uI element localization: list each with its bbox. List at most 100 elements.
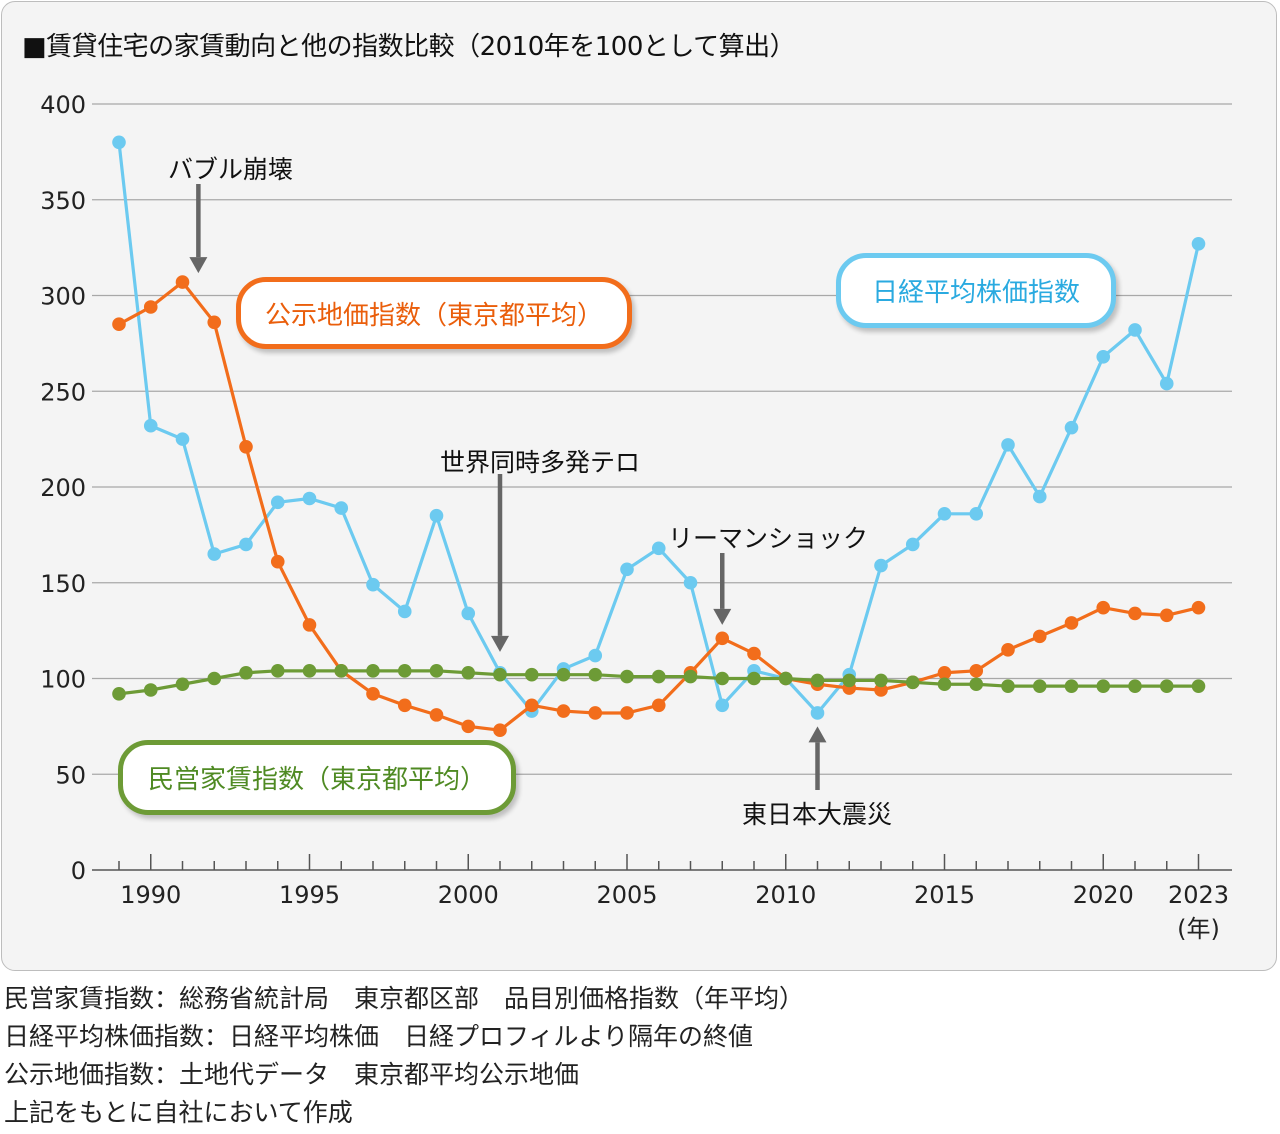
data-point-1: [302, 618, 317, 632]
data-point-2: [461, 665, 476, 680]
sources-note: 民営家賃指数：総務省統計局 東京都区部 品目別価格指数（年平均） 日経平均株価指…: [4, 980, 804, 1132]
arrow-earthquake-head: [808, 726, 827, 743]
y-tick-label: 300: [40, 283, 86, 311]
data-point-2: [715, 671, 730, 686]
data-point-2: [112, 687, 126, 701]
data-point-0: [334, 501, 349, 515]
annotation-great-east-japan-earthquake: 東日本大震災: [742, 800, 893, 829]
data-point-2: [842, 673, 857, 688]
data-point-1: [397, 698, 412, 713]
data-point-0: [239, 537, 253, 552]
data-point-0: [937, 507, 952, 521]
x-tick-label: 2010: [755, 881, 816, 909]
data-point-1: [112, 317, 126, 332]
chart-title: ■賃貸住宅の家賃動向と他の指数比較（2010年を100として算出）: [22, 32, 796, 62]
data-point-0: [270, 495, 285, 510]
data-point-2: [397, 664, 412, 678]
data-point-0: [461, 606, 476, 621]
data-point-0: [969, 507, 984, 521]
data-point-1: [524, 698, 539, 713]
arrow-9-11-head: [491, 635, 509, 652]
data-point-2: [334, 664, 349, 678]
data-point-1: [461, 719, 476, 734]
arrow-lehman-head: [713, 608, 732, 625]
data-point-0: [620, 562, 634, 577]
data-point-2: [1032, 679, 1047, 693]
x-tick-label: 2000: [438, 881, 499, 909]
series-label-nikkei: 日経平均株価指数: [836, 253, 1116, 328]
data-point-2: [1001, 679, 1015, 693]
data-point-1: [620, 706, 634, 720]
data-point-2: [556, 667, 571, 682]
data-point-2: [366, 664, 380, 678]
data-point-0: [1191, 236, 1206, 251]
data-point-1: [1064, 616, 1079, 630]
series-line-0: [117, 142, 1201, 715]
data-point-0: [810, 706, 825, 720]
data-point-0: [1159, 376, 1174, 391]
data-point-0: [143, 418, 158, 433]
data-point-2: [651, 669, 666, 684]
data-point-1: [270, 554, 285, 569]
y-tick-label: 50: [55, 761, 86, 789]
x-tick-label: 2020: [1073, 881, 1134, 909]
data-point-1: [715, 631, 730, 646]
data-point-1: [556, 704, 571, 718]
data-point-0: [302, 491, 317, 506]
data-point-0: [1001, 438, 1015, 452]
data-point-1: [143, 300, 158, 314]
data-point-1: [937, 665, 952, 680]
data-point-2: [937, 677, 952, 692]
data-point-0: [905, 537, 920, 552]
data-point-2: [1096, 679, 1111, 693]
data-point-0: [207, 547, 222, 561]
data-point-2: [874, 673, 888, 688]
data-point-2: [524, 667, 539, 682]
data-point-2: [620, 669, 634, 684]
data-point-0: [112, 135, 126, 150]
data-point-0: [1064, 420, 1079, 435]
data-point-1: [1128, 606, 1142, 621]
x-axis-label: (年): [1177, 915, 1220, 943]
data-point-1: [366, 687, 380, 701]
data-point-1: [969, 664, 984, 678]
annotation-bubble-collapse: バブル崩壊: [168, 155, 294, 184]
data-point-1: [239, 439, 253, 454]
data-point-2: [302, 664, 317, 678]
data-point-0: [651, 541, 666, 556]
y-tick-label: 350: [40, 187, 86, 215]
data-point-2: [778, 671, 793, 686]
data-point-1: [651, 698, 666, 713]
data-point-2: [493, 667, 507, 682]
data-point-1: [429, 708, 444, 722]
data-point-2: [905, 675, 920, 690]
x-tick-label: 1990: [120, 881, 181, 909]
x-tick-label: 2015: [914, 881, 975, 909]
data-point-0: [715, 698, 730, 713]
x-tick-label: 1995: [279, 881, 340, 909]
data-point-2: [1128, 679, 1142, 693]
data-point-2: [270, 664, 285, 678]
data-point-2: [175, 677, 190, 692]
y-tick-label: 250: [40, 378, 86, 406]
y-tick-label: 0: [71, 857, 86, 885]
y-tick-label: 100: [40, 666, 86, 694]
source-line: 民営家賃指数：総務省統計局 東京都区部 品目別価格指数（年平均）: [4, 984, 805, 1013]
data-point-1: [1096, 600, 1111, 615]
data-point-2: [683, 669, 698, 684]
data-point-2: [588, 667, 603, 682]
data-point-1: [1191, 600, 1206, 615]
data-point-1: [588, 706, 603, 720]
y-tick-label: 200: [40, 474, 86, 502]
data-point-2: [429, 664, 444, 678]
data-point-0: [1096, 349, 1111, 364]
data-point-1: [493, 723, 507, 738]
arrow-bubble-head: [189, 257, 208, 274]
data-point-0: [683, 575, 698, 590]
x-tick-label: 2023: [1168, 881, 1229, 909]
data-point-0: [366, 577, 380, 592]
data-point-1: [874, 683, 888, 697]
data-point-2: [143, 683, 158, 697]
annotation-lehman-shock: リーマンショック: [668, 524, 869, 553]
x-tick-label: 2005: [596, 881, 657, 909]
